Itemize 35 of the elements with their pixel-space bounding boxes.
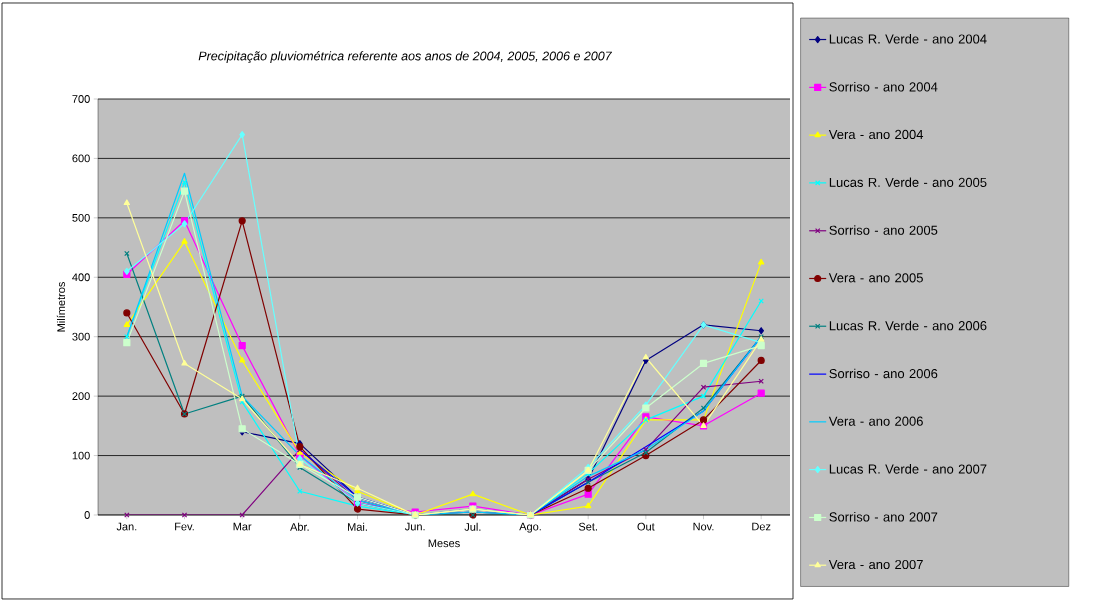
y-tick-label: 300 bbox=[72, 332, 90, 341]
legend-label: Lucas R. Verde - ano 2006 bbox=[829, 320, 987, 331]
legend-label: Lucas R. Verde - ano 2004 bbox=[829, 34, 987, 44]
x-tick-label: Out bbox=[637, 522, 655, 531]
y-tick-label: 700 bbox=[72, 95, 90, 103]
x-tick-label: Nov. bbox=[693, 522, 714, 531]
x-tick-label: Abr. bbox=[290, 522, 309, 531]
y-tick-label: 100 bbox=[72, 451, 90, 460]
legend-label: Lucas R. Verde - ano 2007 bbox=[829, 464, 987, 474]
y-tick-label: 500 bbox=[72, 213, 90, 222]
chart-title: Precipitação pluviométrica referente aos anos de 2004, 2005, 2006 e 2007 bbox=[198, 51, 613, 63]
x-tick-label: Mai. bbox=[348, 522, 367, 531]
x-tick-label: Set. bbox=[578, 522, 597, 531]
legend-label: Sorriso - ano 2007 bbox=[829, 512, 938, 522]
legend-label: Vera - ano 2006 bbox=[828, 416, 923, 426]
x-tick-label: Dez bbox=[752, 522, 771, 531]
y-axis-title: Milímetros bbox=[56, 282, 66, 332]
x-tick-label: Jun. bbox=[404, 522, 425, 531]
y-tick-label: 200 bbox=[72, 392, 90, 401]
legend-label: Lucas R. Verde - ano 2005 bbox=[829, 177, 987, 187]
legend-label: Sorriso - ano 2006 bbox=[829, 368, 938, 379]
x-tick-label: Fev. bbox=[175, 522, 194, 531]
legend-label: Vera - ano 2005 bbox=[828, 273, 923, 283]
legend-label: Vera - ano 2004 bbox=[828, 129, 924, 140]
y-tick-label: 600 bbox=[72, 154, 90, 163]
x-tick-label: Jul. bbox=[464, 522, 481, 531]
y-tick-label: 0 bbox=[84, 511, 90, 519]
x-tick-label: Mar bbox=[233, 522, 252, 531]
legend-label: Sorriso - ano 2004 bbox=[829, 81, 938, 92]
x-tick-label: Ago. bbox=[519, 522, 541, 533]
legend-label: Sorriso - ano 2005 bbox=[829, 225, 938, 235]
x-tick-label: Jan. bbox=[116, 522, 137, 531]
x-axis-title: Meses bbox=[428, 539, 460, 548]
y-tick-label: 400 bbox=[72, 273, 90, 282]
legend-label: Vera - ano 2007 bbox=[828, 559, 923, 570]
